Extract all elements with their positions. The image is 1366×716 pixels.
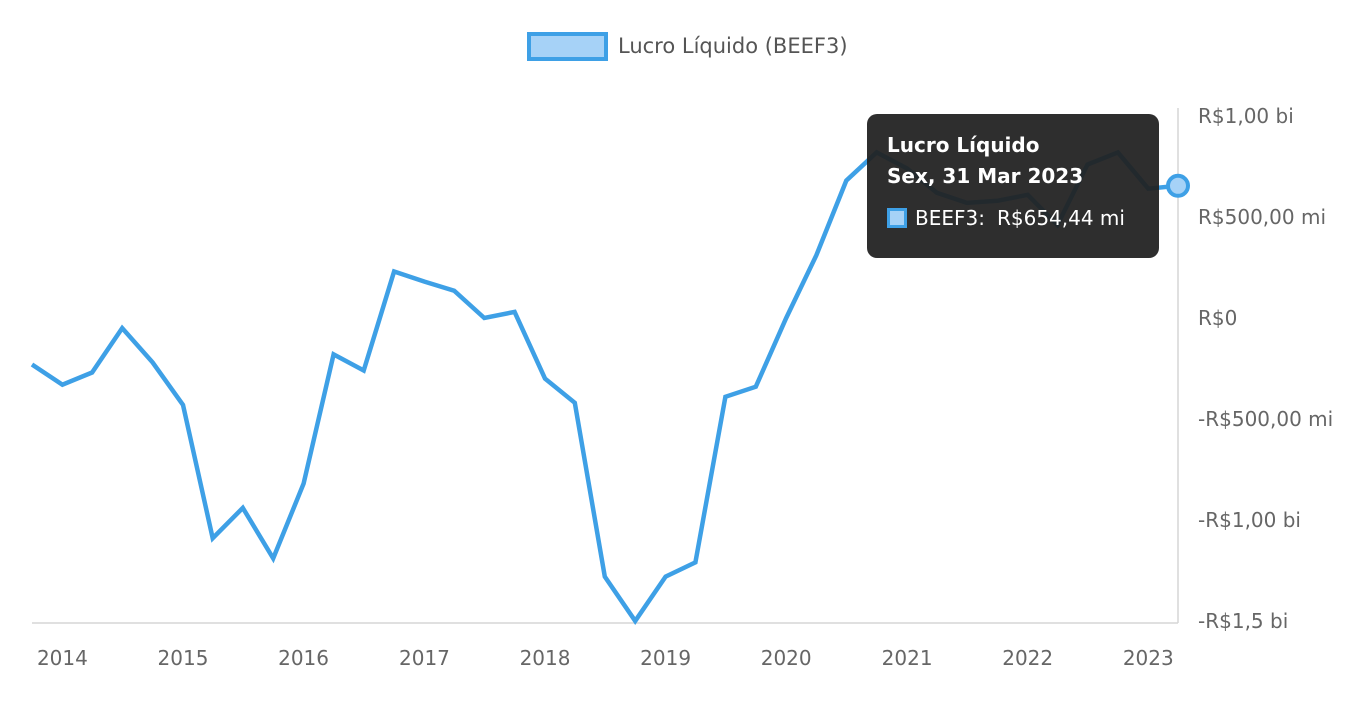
legend-swatch [527,32,608,61]
data-point[interactable] [117,323,127,333]
data-point[interactable] [600,572,610,582]
data-point[interactable] [449,286,459,296]
x-tick-label: 2021 [882,646,933,670]
data-point[interactable] [359,366,369,376]
y-tick-label: -R$500,00 mi [1198,407,1333,431]
legend-label: Lucro Líquido (BEEF3) [618,34,848,58]
data-point[interactable] [148,357,158,367]
data-point[interactable] [630,616,640,626]
data-point[interactable] [27,359,37,369]
x-tick-label: 2020 [761,646,812,670]
data-point[interactable] [268,553,278,563]
y-tick-label: R$500,00 mi [1198,205,1326,229]
data-point[interactable] [540,374,550,384]
data-point[interactable] [781,313,791,323]
tooltip-series-label: BEEF3: [915,206,985,230]
y-axis-ticks: R$1,00 bi R$500,00 mi R$0 -R$500,00 mi -R$1,… [1198,104,1333,633]
data-point[interactable] [329,349,339,359]
y-tick-label: -R$1,5 bi [1198,609,1288,633]
y-tick-label: R$1,00 bi [1198,104,1294,128]
x-tick-label: 2015 [158,646,209,670]
x-tick-label: 2017 [399,646,450,670]
data-point[interactable] [661,572,671,582]
x-axis-ticks: 2014 2015 2016 2017 2018 2019 2020 2021 2022 2023 [37,646,1174,670]
data-point[interactable] [841,176,851,186]
chart-legend[interactable]: Lucro Líquido (BEEF3) [527,32,848,61]
y-tick-label: R$0 [1198,306,1237,330]
data-point[interactable] [87,368,97,378]
data-point[interactable] [690,557,700,567]
highlighted-data-point[interactable] [1166,173,1190,198]
data-point[interactable] [510,307,520,317]
x-tick-label: 2023 [1123,646,1174,670]
data-point[interactable] [811,250,821,260]
data-point[interactable] [208,533,218,543]
tooltip-value: R$654,44 mi [996,206,1125,230]
data-point[interactable] [419,277,429,287]
tooltip-title: Lucro Líquido [887,133,1040,157]
tooltip-row: BEEF3: R$654,44 mi [887,206,1139,230]
data-point[interactable] [751,382,761,392]
data-point[interactable] [178,400,188,410]
x-tick-label: 2019 [640,646,691,670]
y-tick-label: -R$1,00 bi [1198,508,1301,532]
x-tick-label: 2014 [37,646,88,670]
x-tick-label: 2022 [1002,646,1053,670]
data-point[interactable] [299,479,309,489]
x-tick-label: 2016 [278,646,329,670]
data-point[interactable] [238,503,248,513]
data-point[interactable] [570,398,580,408]
data-tooltip: Lucro Líquido Sex, 31 Mar 2023 BEEF3: R$… [867,114,1159,258]
x-tick-label: 2018 [520,646,571,670]
data-point[interactable] [479,313,489,323]
data-point[interactable] [720,392,730,402]
data-point[interactable] [389,267,399,277]
tooltip-swatch [887,208,907,228]
data-point[interactable] [57,380,67,390]
tooltip-date: Sex, 31 Mar 2023 [887,164,1084,188]
